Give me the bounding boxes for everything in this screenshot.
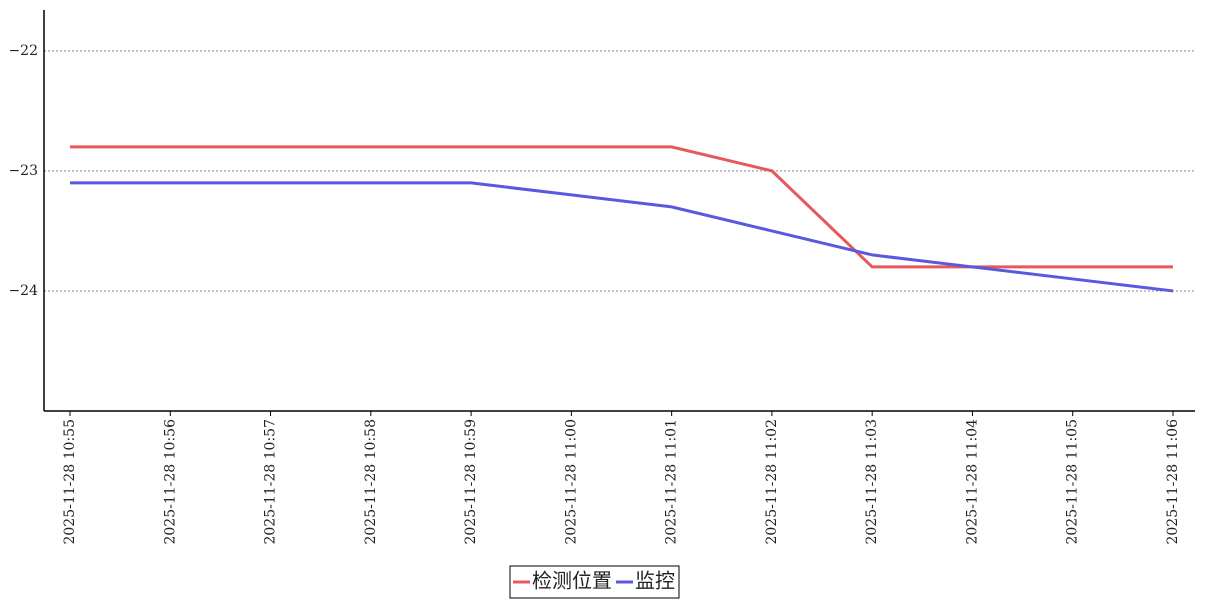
legend: 检测位置 监控 (509, 565, 680, 599)
x-tick-label: 2025-11-28 11:06 (1165, 419, 1181, 545)
y-tick-label: −24 (8, 283, 38, 299)
y-tick-label: −23 (8, 163, 38, 179)
x-tick-label: 2025-11-28 11:04 (964, 419, 980, 545)
x-tick-label: 2025-11-28 10:57 (263, 419, 279, 545)
x-tick-label: 2025-11-28 11:01 (664, 419, 680, 545)
x-tick-label: 2025-11-28 10:55 (62, 419, 78, 545)
x-tick-label: 2025-11-28 11:02 (764, 419, 780, 545)
x-tick-label: 2025-11-28 10:56 (162, 419, 178, 545)
legend-box (509, 565, 680, 599)
y-tick-label: −22 (8, 43, 38, 59)
series-line (70, 145, 1173, 269)
x-tick-label: 2025-11-28 11:05 (1065, 419, 1081, 545)
x-tick-label: 2025-11-28 11:03 (864, 419, 880, 545)
legend-label: 检测位置 (532, 569, 612, 593)
x-tick-label: 2025-11-28 11:00 (563, 419, 579, 545)
series-line (70, 181, 1174, 293)
x-tick-label: 2025-11-28 10:59 (463, 419, 479, 545)
legend-label: 监控 (635, 569, 675, 593)
x-tick-label: 2025-11-28 10:58 (363, 419, 379, 545)
